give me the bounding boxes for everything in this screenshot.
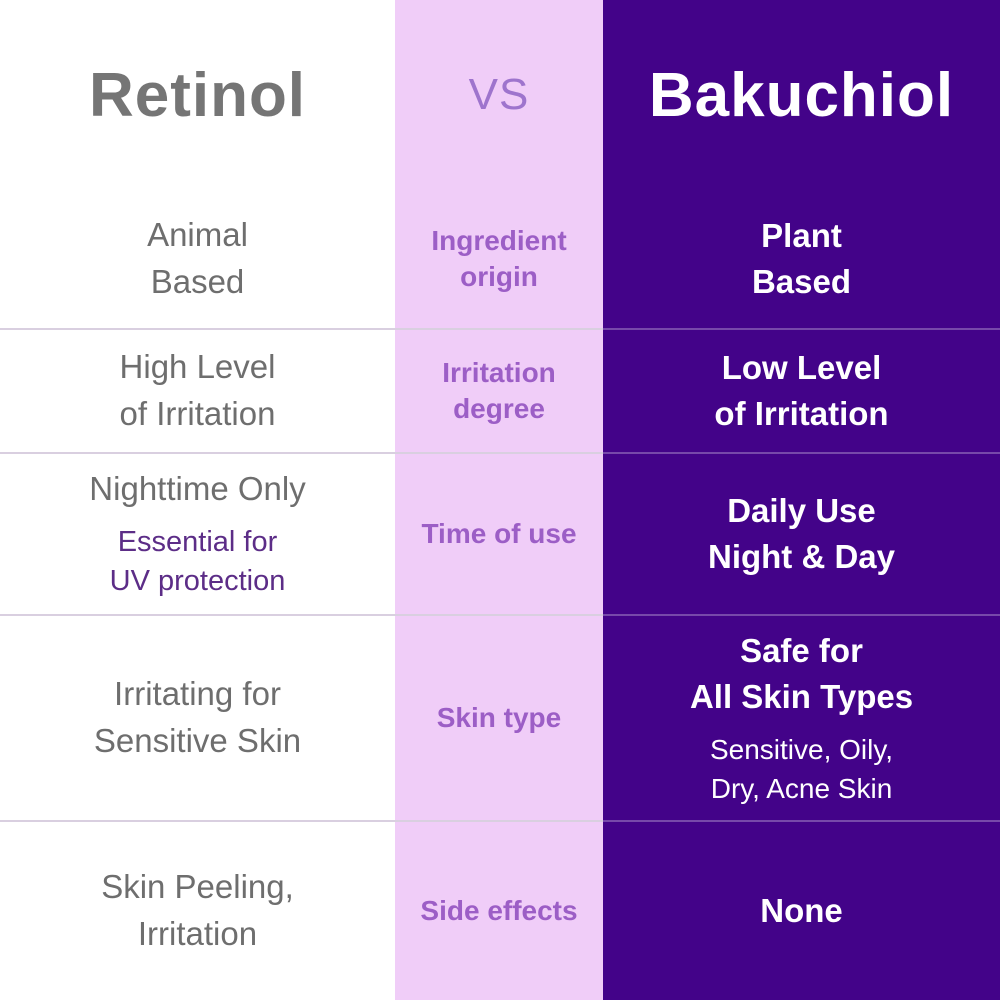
header-cell-bakuchiol: Bakuchiol <box>603 0 1000 190</box>
header-cell-vs: VS <box>395 0 603 190</box>
bakuchiol-side-effects-value: None <box>760 891 843 929</box>
retinol-time-of-use-note: Essential for UV protection <box>109 526 286 598</box>
retinol-side-effects-cell: Skin Peeling, Irritation <box>0 820 395 1000</box>
retinol-side-effects-value: Skin Peeling, Irritation <box>101 868 294 952</box>
bakuchiol-irritation-degree-value: Low Level of Irritation <box>714 348 889 432</box>
bakuchiol-title: Bakuchiol <box>648 60 955 130</box>
category-irritation-degree-cell: Irritation degree <box>395 328 603 452</box>
vs-label: VS <box>468 70 530 119</box>
retinol-skin-type-value: Irritating for Sensitive Skin <box>93 675 302 759</box>
category-side-effects-cell: Side effects <box>395 820 603 1000</box>
bakuchiol-skin-type-cell: Safe for All Skin Types Sensitive, Oily,… <box>603 614 1000 820</box>
retinol-irritation-degree-value: High Level of Irritation <box>119 348 276 432</box>
category-ingredient-origin-cell: Ingredient origin <box>395 190 603 328</box>
category-time-of-use-label: Time of use <box>421 517 577 549</box>
retinol-irritation-degree-cell: High Level of Irritation <box>0 328 395 452</box>
category-skin-type-cell: Skin type <box>395 614 603 820</box>
category-ingredient-origin-label: Ingredient origin <box>431 224 567 292</box>
retinol-skin-type-cell: Irritating for Sensitive Skin <box>0 614 395 820</box>
category-side-effects-label: Side effects <box>420 894 578 926</box>
bakuchiol-time-of-use-value: Daily Use Night & Day <box>707 491 895 575</box>
category-skin-type-label: Skin type <box>436 701 562 733</box>
bakuchiol-ingredient-origin-value: Plant Based <box>751 216 852 300</box>
retinol-ingredient-origin-cell: Animal Based <box>0 190 395 328</box>
bakuchiol-side-effects-cell: None <box>603 820 1000 1000</box>
retinol-title: Retinol <box>88 60 307 130</box>
bakuchiol-skin-type-value: Safe for All Skin Types <box>689 631 914 715</box>
bakuchiol-time-of-use-cell: Daily Use Night & Day <box>603 452 1000 614</box>
category-irritation-degree-label: Irritation degree <box>442 356 556 424</box>
retinol-ingredient-origin-value: Animal Based <box>147 216 248 300</box>
retinol-time-of-use-cell: Nighttime Only Essential for UV protecti… <box>0 452 395 614</box>
header-cell-retinol: Retinol <box>0 0 395 190</box>
bakuchiol-irritation-degree-cell: Low Level of Irritation <box>603 328 1000 452</box>
retinol-time-of-use-value: Nighttime Only <box>89 470 306 508</box>
category-time-of-use-cell: Time of use <box>395 452 603 614</box>
bakuchiol-skin-type-note: Sensitive, Oily, Dry, Acne Skin <box>709 734 894 805</box>
bakuchiol-ingredient-origin-cell: Plant Based <box>603 190 1000 328</box>
